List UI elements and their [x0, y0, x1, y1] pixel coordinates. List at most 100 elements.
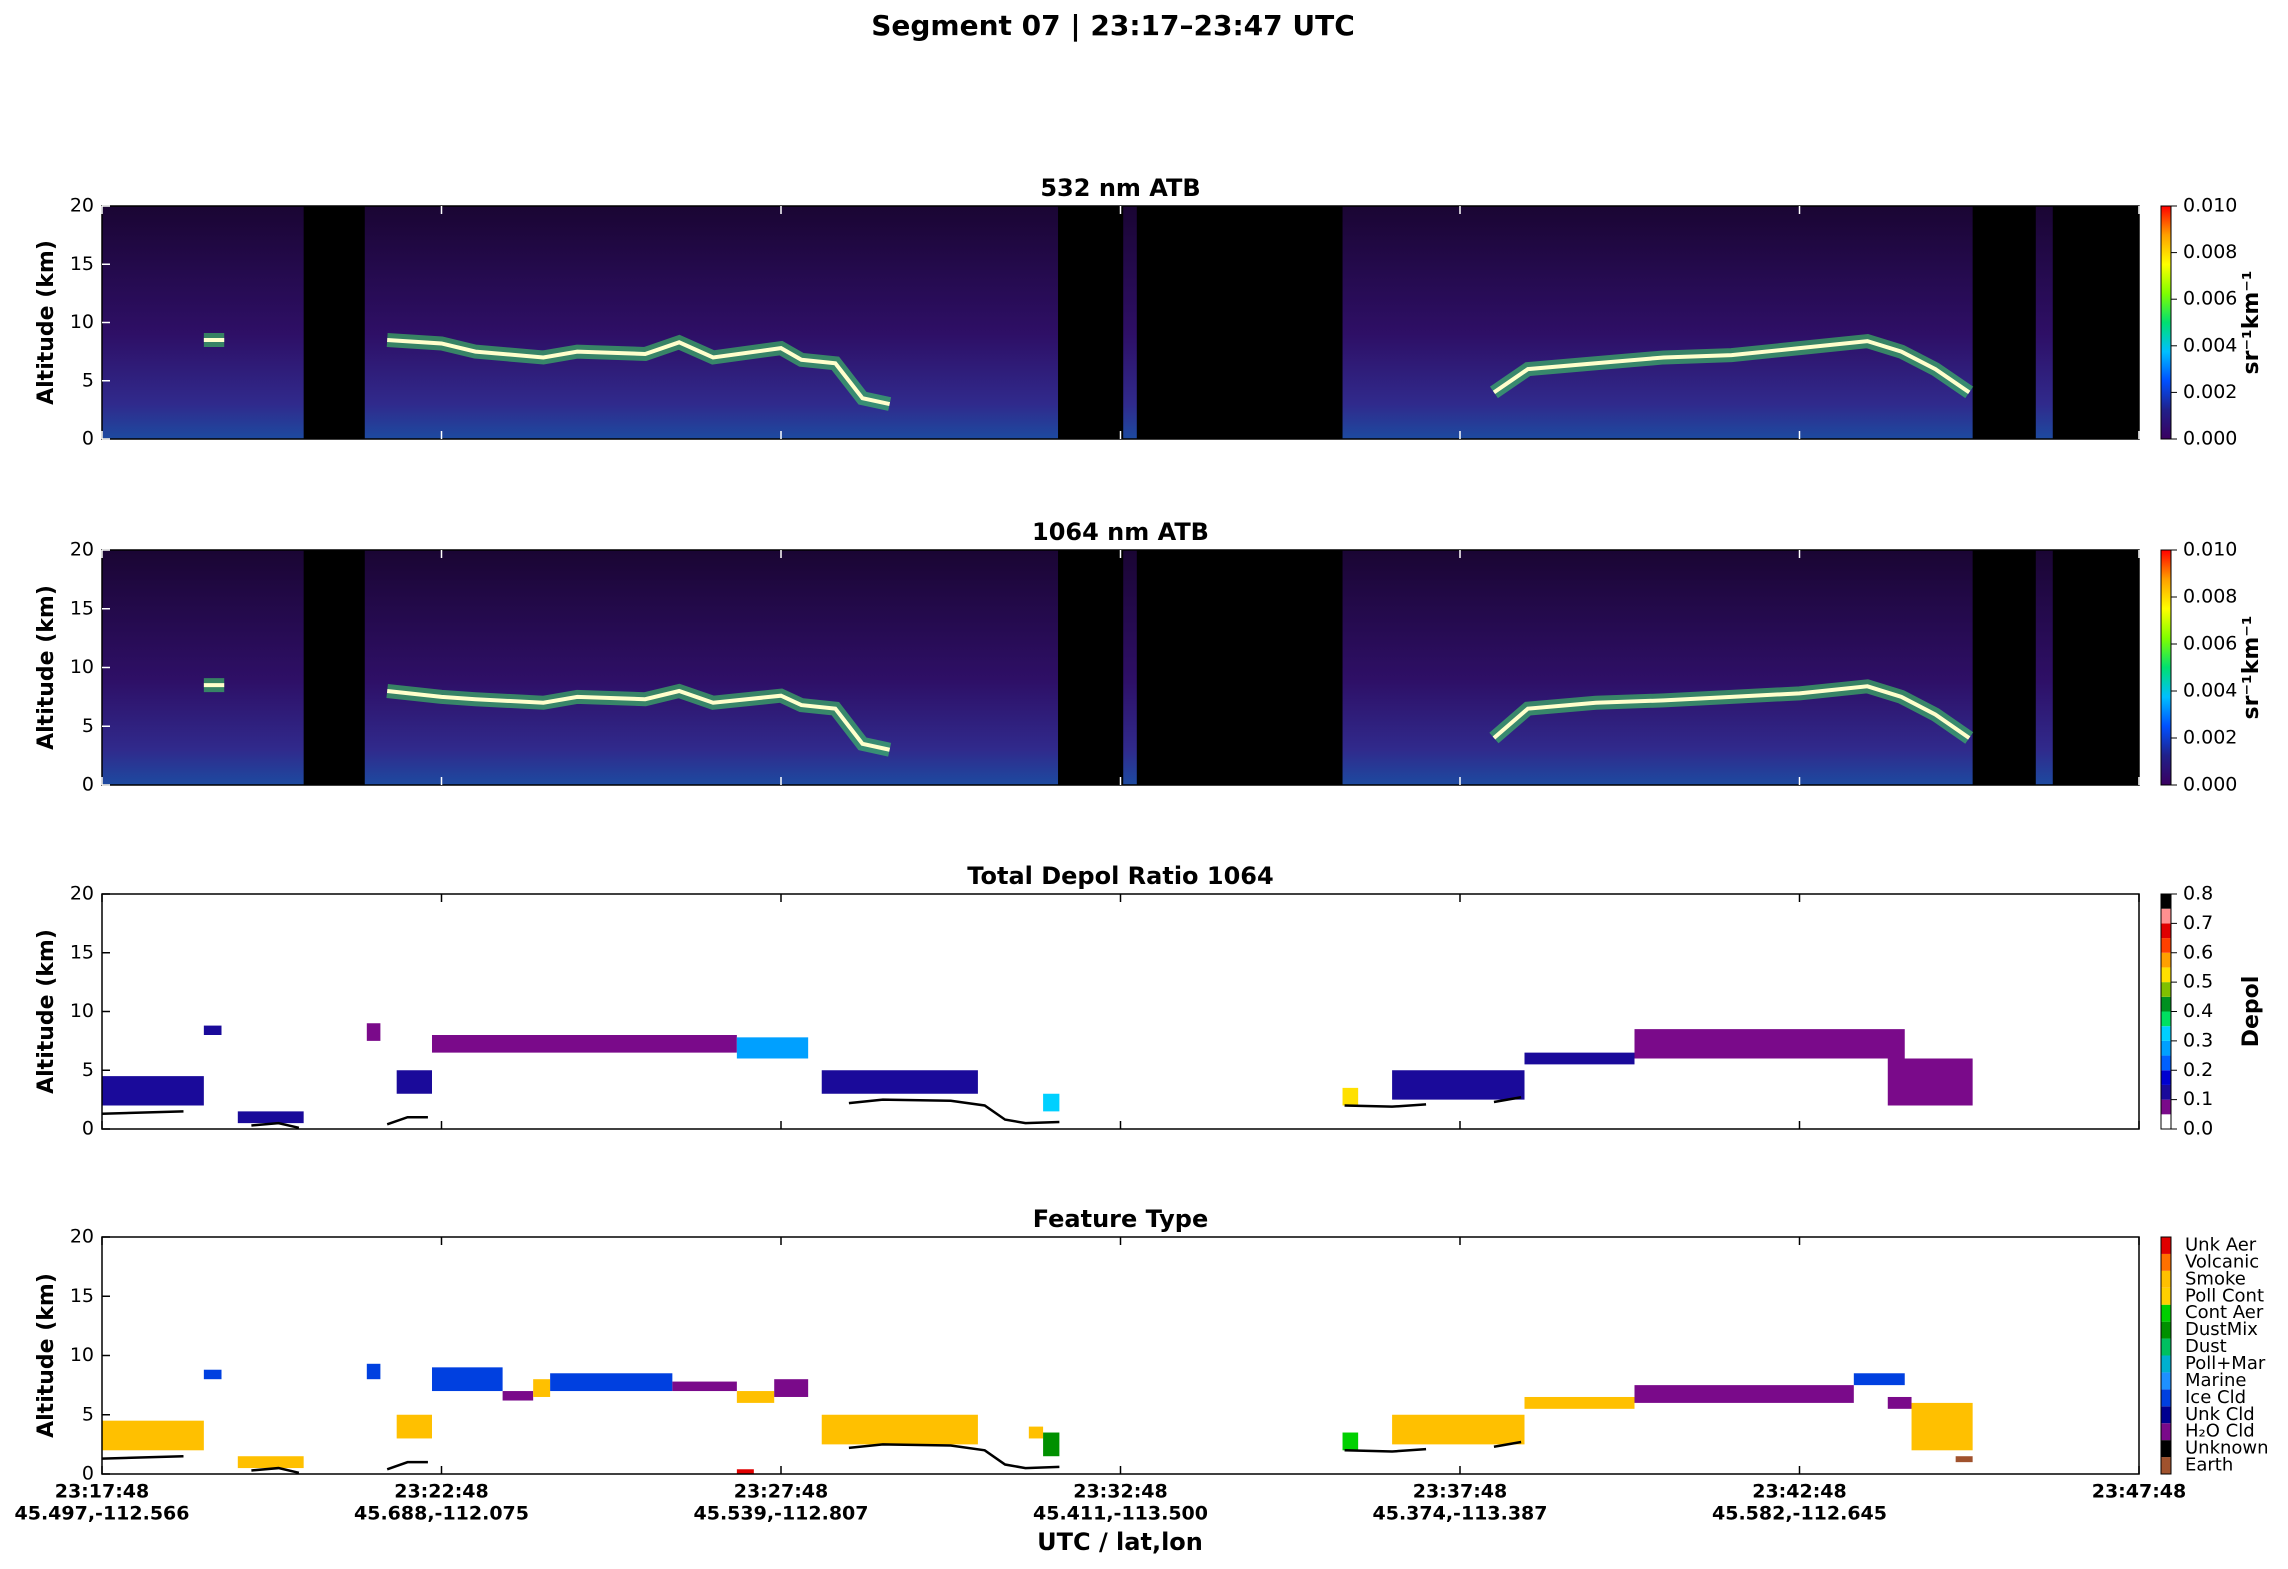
colorbar-tick-label: 0.4 — [2183, 1000, 2213, 1022]
colorbar-label: sr⁻¹km⁻¹ — [2239, 616, 2264, 720]
legend-swatch — [2161, 1287, 2171, 1305]
legend-label: Unknown — [2185, 1438, 2269, 1459]
data-gap — [1972, 550, 2036, 785]
y-tick-label: 0 — [82, 428, 94, 450]
colorbar-tick-label: 0.1 — [2183, 1088, 2213, 1110]
feature-layer — [502, 1391, 534, 1401]
legend-swatch — [2161, 1338, 2171, 1356]
x-tick-sublabel: 45.688,-112.075 — [354, 1503, 529, 1525]
feature-layer — [1524, 1396, 1635, 1409]
legend-swatch — [2161, 1457, 2171, 1474]
legend-swatch — [2161, 1304, 2171, 1322]
feature-layer — [366, 1023, 381, 1041]
colorbar-tick-label: 0.006 — [2183, 288, 2237, 310]
colorbar-band — [2161, 996, 2171, 1012]
data-gap — [303, 550, 365, 785]
feature-layer — [736, 1391, 775, 1403]
data-gap — [2052, 206, 2139, 439]
feature-layer — [1634, 1029, 1905, 1059]
legend-label: Unk Aer — [2185, 1234, 2257, 1255]
surface-line — [1344, 1103, 1427, 1108]
colorbar-tick-label: 0.7 — [2183, 912, 2213, 934]
feature-layer — [550, 1373, 673, 1392]
feature-layer — [237, 1456, 304, 1469]
legend-label: Poll Cont — [2185, 1285, 2264, 1306]
colorbar-tick-label: 0.0 — [2183, 1118, 2213, 1140]
feature-layer — [431, 1035, 737, 1053]
y-axis-label: Altitude (km) — [34, 240, 59, 405]
legend-label: DustMix — [2185, 1319, 2258, 1340]
feature-layer — [102, 1420, 204, 1451]
colorbar-tick-label: 0.004 — [2183, 334, 2237, 356]
data-gap — [2052, 550, 2139, 785]
feature-layer — [102, 1076, 204, 1106]
feature-layer — [821, 1070, 978, 1094]
colorbar-tick-label: 0.3 — [2183, 1029, 2213, 1051]
cloud-top-line — [387, 337, 891, 407]
surface-line — [848, 1098, 1060, 1125]
y-tick-label: 10 — [70, 311, 94, 333]
colorbar-label: Depol — [2239, 976, 2264, 1048]
colorbar-tick-label: 0.010 — [2183, 539, 2237, 561]
feature-layer — [396, 1070, 432, 1094]
colorbar-band — [2161, 908, 2171, 924]
colorbar-band — [2161, 938, 2171, 953]
feature-layer — [1392, 1070, 1525, 1100]
x-tick-label: 23:37:48 — [1413, 1481, 1508, 1503]
y-tick-label: 20 — [70, 1226, 94, 1248]
x-tick-sublabel: 45.374,-113.387 — [1373, 1503, 1548, 1525]
y-axis-label: Altitude (km) — [34, 585, 59, 750]
feature-layer — [396, 1414, 432, 1439]
y-tick-label: 0 — [82, 1463, 94, 1485]
surface-line — [101, 1110, 184, 1115]
feature-layer — [203, 1025, 222, 1035]
colorbar-label: sr⁻¹km⁻¹ — [2239, 271, 2264, 375]
surface-line — [101, 1454, 184, 1460]
colorbar-band — [2161, 967, 2171, 983]
cloud-top-line — [386, 688, 891, 752]
y-axis-label: Altitude (km) — [34, 929, 59, 1094]
feature-layer — [1342, 1087, 1359, 1106]
legend-label: H₂O Cld — [2185, 1421, 2255, 1442]
feature-layer — [736, 1469, 754, 1474]
x-tick-sublabel: 45.582,-112.645 — [1712, 1503, 1887, 1525]
plot-background — [102, 894, 2139, 1129]
colorbar — [2161, 550, 2171, 785]
y-tick-label: 15 — [70, 253, 94, 275]
colorbar-band — [2161, 1055, 2171, 1071]
y-tick-label: 5 — [82, 715, 94, 737]
feature-layer — [1524, 1052, 1635, 1065]
y-tick-label: 5 — [82, 1403, 94, 1425]
data-gap — [303, 206, 365, 439]
feature-layer — [736, 1037, 809, 1059]
colorbar-tick-label: 0.000 — [2183, 428, 2237, 450]
colorbar-tick-label: 0.8 — [2183, 883, 2213, 905]
y-tick-label: 20 — [70, 883, 94, 905]
feature-layer — [237, 1111, 304, 1124]
colorbar-tick-label: 0.006 — [2183, 633, 2237, 655]
feature-layer — [1911, 1402, 1973, 1451]
y-tick-label: 0 — [82, 774, 94, 796]
colorbar-band — [2161, 1011, 2171, 1027]
y-tick-label: 10 — [70, 656, 94, 678]
legend-label: Marine — [2185, 1370, 2246, 1391]
surface-line — [1493, 1440, 1522, 1448]
feature-layer — [821, 1414, 978, 1445]
figure-title: Segment 07 | 23:17–23:47 UTC — [871, 9, 1355, 42]
colorbar-band — [2161, 982, 2171, 997]
x-axis-label: UTC / lat,lon — [1037, 1528, 1203, 1556]
colorbar-band — [2161, 1099, 2171, 1115]
feature-layer — [672, 1381, 737, 1392]
feature-layer — [1887, 1058, 1973, 1106]
colorbar-tick-label: 0.5 — [2183, 971, 2213, 993]
feature-layer — [1887, 1396, 1912, 1409]
colorbar-frame — [2160, 1236, 2172, 1475]
legend-swatch — [2161, 1270, 2171, 1288]
legend-swatch — [2161, 1321, 2171, 1339]
legend-label: Poll+Mar — [2185, 1353, 2266, 1374]
legend-swatch — [2161, 1406, 2171, 1424]
x-tick-label: 23:22:48 — [394, 1481, 489, 1503]
panel-title: Feature Type — [1033, 1205, 1209, 1233]
feature-layer — [1955, 1456, 1973, 1463]
